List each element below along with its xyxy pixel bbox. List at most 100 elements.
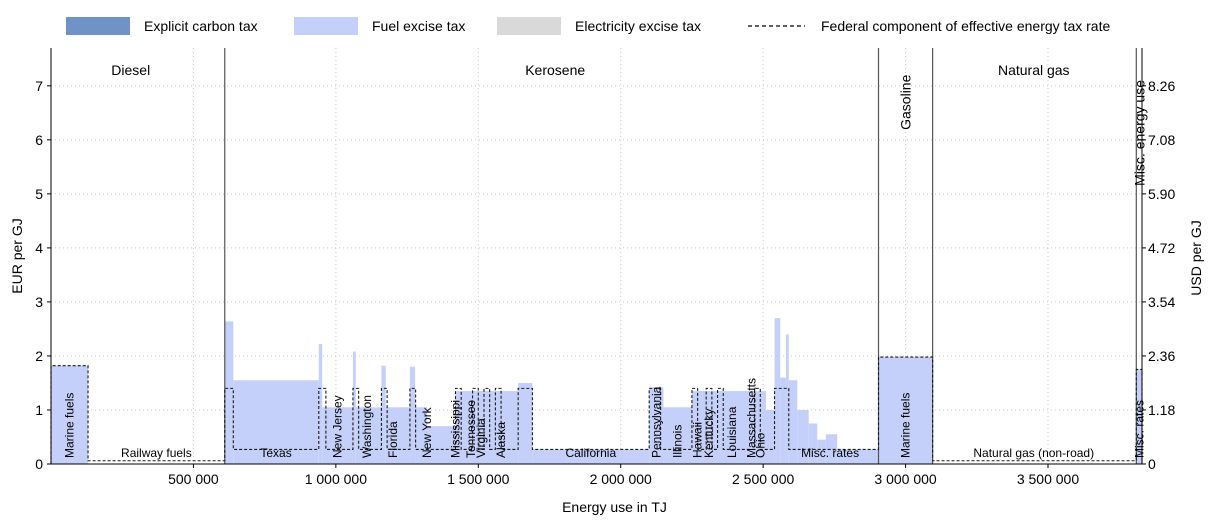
fuel-excise-bar: [663, 407, 692, 464]
segment-label: Marine fuels: [63, 393, 77, 458]
fuel-excise-bar: [691, 391, 766, 464]
segment-label: Misc. rates: [1133, 400, 1147, 458]
y2-tick-label: 3.54: [1148, 294, 1175, 310]
fuel-excise-bar: [837, 449, 879, 464]
fuel-excise-bar: [409, 366, 416, 464]
y-tick-label: 3: [35, 294, 43, 310]
fuel-excise-bar: [385, 407, 410, 464]
fuel-label: Misc. energy use: [1132, 80, 1148, 186]
segment-label: Louisiana: [725, 406, 739, 458]
segment-label: Alaska: [494, 422, 508, 458]
fuel-excise-bar: [788, 380, 798, 464]
segment-label: Kentucky: [702, 409, 716, 458]
y2-axis-title: USD per GJ: [1188, 220, 1204, 295]
x-tick-label: 500 000: [168, 471, 219, 487]
y2-tick-label: 7.08: [1148, 132, 1175, 148]
segment-label: New Jersey: [330, 395, 344, 458]
legend-label: Fuel excise tax: [372, 18, 465, 34]
segment-label: New York: [420, 406, 434, 458]
fuel-excise-bar: [878, 357, 933, 464]
fuel-excise-bar: [51, 365, 89, 464]
fuel-excise-bar: [825, 434, 838, 464]
fuel-label: Diesel: [111, 62, 150, 78]
fuel-excise-bar: [780, 377, 786, 464]
y-tick-label: 0: [35, 456, 43, 472]
fuel-excise-bar: [518, 382, 533, 464]
fuel-excise-bar: [532, 449, 650, 464]
legend-swatch: [66, 17, 130, 35]
fuel-excise-bar: [415, 407, 428, 464]
x-tick-label: 2 500 000: [732, 471, 794, 487]
segment-label: Texas: [260, 446, 291, 460]
fuel-excise-bar: [1136, 369, 1142, 464]
y2-tick-label: 8.26: [1148, 78, 1175, 94]
x-tick-label: 2 000 000: [590, 471, 652, 487]
y2-tick-label: 5.90: [1148, 186, 1175, 202]
fuel-label: Natural gas: [998, 62, 1070, 78]
segment-label: California: [565, 446, 616, 460]
segment-label: Massachusetts: [745, 378, 759, 458]
segment-label: Tennessee: [464, 400, 478, 458]
segment-label: Hawaii: [691, 422, 705, 458]
fuel-excise-bar: [817, 439, 826, 464]
fuel-excise-bar: [318, 344, 323, 464]
y-tick-label: 5: [35, 186, 43, 202]
y2-tick-label: 1.18: [1148, 402, 1175, 418]
x-tick-label: 1 500 000: [447, 471, 509, 487]
fuel-excise-bar: [785, 334, 789, 464]
segment-label: Railway fuels: [121, 446, 192, 460]
y-tick-label: 1: [35, 402, 43, 418]
y-tick-label: 7: [35, 78, 43, 94]
fuel-excise-bar: [774, 318, 781, 464]
y2-tick-label: 0: [1148, 456, 1156, 472]
federal-component-line: [50, 356, 1143, 464]
fuel-excise-bar: [765, 409, 775, 464]
legend-swatch: [497, 17, 561, 35]
legend-label: Explicit carbon tax: [144, 18, 258, 34]
fuel-excise-bar: [224, 321, 234, 464]
segment-label: Virginia: [474, 418, 488, 458]
fuel-excise-bar: [427, 426, 456, 464]
fuel-excise-bar: [455, 391, 519, 464]
legend-label: Federal component of effective energy ta…: [821, 18, 1110, 34]
fuel-excise-bar: [808, 423, 818, 464]
fuel-excise-bar: [355, 407, 382, 464]
segment-label: Mississippi: [448, 400, 462, 458]
segment-label: Ohio: [753, 432, 767, 458]
legend-label: Electricity excise tax: [575, 18, 701, 34]
fuel-excise-bar: [233, 380, 319, 464]
fuel-excise-bar: [352, 351, 356, 464]
fuel-excise-bar: [797, 409, 809, 464]
fuel-excise-bar: [322, 407, 353, 464]
fuel-excise-area: [51, 318, 1142, 464]
fuel-label: Kerosene: [525, 62, 585, 78]
x-axis-title: Energy use in TJ: [562, 499, 667, 515]
fuel-label: Gasoline: [898, 74, 914, 129]
y-tick-label: 2: [35, 348, 43, 364]
x-tick-label: 3 500 000: [1017, 471, 1079, 487]
fuel-excise-bar: [649, 387, 664, 464]
y-tick-label: 6: [35, 132, 43, 148]
gridlines: [51, 48, 1142, 464]
y-axis-title: EUR per GJ: [9, 218, 25, 293]
annotations: Diesel Kerosene Gasoline Natural gas Misc. e…: [63, 62, 1148, 460]
fuel-excise-bar: [381, 365, 386, 464]
y-tick-label: 4: [35, 240, 43, 256]
segment-label: Misc. rates: [801, 446, 859, 460]
segment-label: Florida: [386, 421, 400, 458]
segment-label: Pennsylvania: [649, 386, 663, 458]
segment-label: Washington: [360, 395, 374, 458]
x-tick-label: 3 000 000: [874, 471, 936, 487]
segment-label: Natural gas (non-road): [973, 446, 1094, 460]
segment-label: Marine fuels: [899, 393, 913, 458]
legend-swatch: [294, 17, 358, 35]
axes: 0 1 2 3 4 5 6 7 0 1.18 2.36 3.54 4.72 5.90 7.08 8.26 500…: [9, 48, 1204, 515]
federal-component-path: [50, 356, 1143, 464]
y2-tick-label: 2.36: [1148, 348, 1175, 364]
x-tick-label: 1 000 000: [305, 471, 367, 487]
y2-tick-label: 4.72: [1148, 240, 1175, 256]
legend: Explicit carbon tax Fuel excise tax Electr…: [66, 17, 1110, 35]
segment-label: Illinois: [671, 425, 685, 458]
